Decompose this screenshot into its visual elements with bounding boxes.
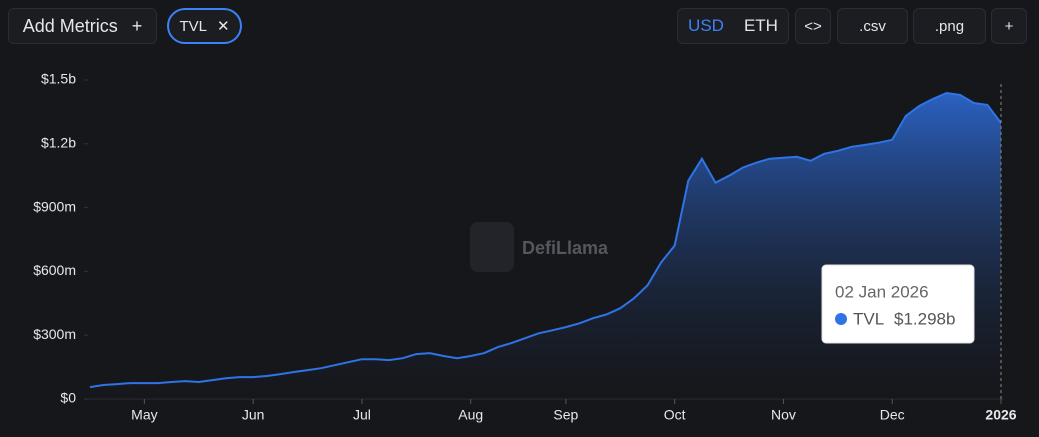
y-tick-label: $300m [33, 326, 76, 342]
close-icon[interactable]: ✕ [216, 18, 230, 35]
tooltip-date: 02 Jan 2026 [835, 282, 929, 301]
png-label: .png [934, 17, 965, 35]
x-tick-label: Sep [553, 407, 578, 423]
embed-button[interactable]: <> [795, 8, 831, 44]
tooltip-name: TVL [853, 309, 884, 328]
x-tick-label: Aug [458, 407, 483, 423]
x-tick-label: Jun [242, 407, 265, 423]
embed-icon: <> [804, 17, 822, 35]
plus-icon: + [131, 15, 143, 36]
csv-label: .csv [859, 17, 886, 35]
x-tick-label: Jul [353, 407, 371, 423]
eth-option[interactable]: ETH [743, 16, 778, 35]
png-button[interactable]: .png [913, 8, 986, 44]
watermark-logo [470, 222, 514, 272]
x-tick-label: Nov [771, 407, 796, 423]
metric-pill[interactable]: TVL ✕ [167, 8, 242, 44]
tooltip-value: $1.298b [894, 309, 955, 328]
csv-button[interactable]: .csv [837, 8, 908, 44]
watermark: DefiLlama [522, 238, 609, 258]
add-metrics-button[interactable]: Add Metrics + [8, 8, 157, 44]
area-fill [90, 93, 1001, 399]
more-icon: + [1004, 17, 1014, 35]
tooltip: 02 Jan 2026 TVL $1.298b [821, 264, 975, 344]
x-tick-label: May [131, 407, 157, 423]
y-tick-label: $600m [33, 262, 76, 278]
pill-label: TVL [179, 17, 207, 35]
tooltip-dot [835, 313, 847, 325]
usd-option[interactable]: USD [688, 16, 724, 35]
more-button[interactable]: + [991, 8, 1027, 44]
y-tick-label: $900m [33, 198, 76, 214]
y-tick-label: $1.2b [41, 135, 76, 151]
currency-toggle: USD ETH [677, 8, 789, 44]
y-tick-label: $1.5b [41, 71, 76, 87]
tooltip-box [821, 264, 975, 344]
x-tick-label: Dec [880, 407, 905, 423]
button-label: Add Metrics [22, 15, 118, 36]
x-tick-label: 2026 [985, 407, 1016, 423]
x-tick-label: Oct [664, 407, 686, 423]
y-tick-label: $0 [60, 390, 76, 406]
line [89, 91, 1002, 389]
